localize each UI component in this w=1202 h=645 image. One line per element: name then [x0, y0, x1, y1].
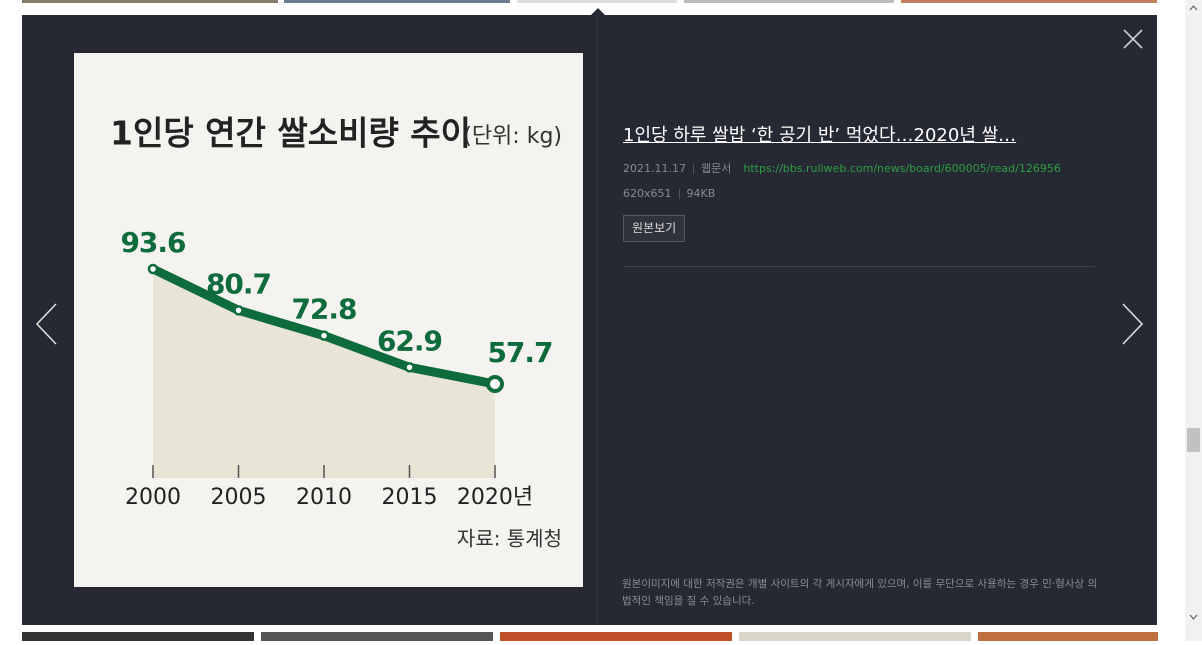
- chart-title: 1인당 연간 쌀소비량 추이: [110, 114, 471, 153]
- thumbnail[interactable]: [517, 0, 677, 3]
- thumbnail[interactable]: [261, 632, 493, 641]
- point: [147, 263, 159, 275]
- date: 2021.11.17: [623, 162, 686, 175]
- chart-source: 자료: 통계청: [457, 527, 562, 551]
- point: [404, 362, 415, 373]
- close-button[interactable]: [1122, 28, 1144, 50]
- x-tick-label: 2000: [125, 485, 181, 510]
- end-point: [486, 375, 504, 393]
- meta-line: 2021.11.17 웹문서 https://bbs.ruliweb.com/new…: [623, 160, 1061, 176]
- data-label: 72.8: [291, 293, 356, 326]
- thumbnail[interactable]: [901, 0, 1157, 3]
- scrollbar[interactable]: [1185, 0, 1202, 641]
- scrollbar-parts: [1187, 5, 1200, 620]
- thumbnail[interactable]: [284, 0, 510, 3]
- separator: [623, 266, 1095, 267]
- divider: [597, 15, 598, 625]
- scroll-thumb[interactable]: [1187, 428, 1200, 452]
- thumbnail[interactable]: [978, 632, 1158, 641]
- result-title[interactable]: 1인당 하루 쌀밥 ‘한 공기 반’ 먹었다…2020년 쌀…: [623, 125, 1017, 146]
- file-size: 94KB: [686, 187, 716, 200]
- x-tick-label: 2020년: [457, 485, 533, 510]
- data-label: 62.9: [377, 324, 442, 357]
- x-tick-label: 2010: [296, 485, 352, 510]
- dimensions: 620x651: [623, 187, 672, 200]
- copyright-notice: 원본이미지에 대한 저작권은 개별 사이트의 각 게시자에게 있으며, 이를 무…: [622, 578, 1098, 607]
- x-tick-label: 2005: [211, 485, 267, 510]
- image-viewer: 1인당 연간 쌀소비량 추이 (단위: kg) 자료: 통계청 2000 93.6…: [22, 8, 1157, 625]
- area: [153, 269, 495, 478]
- thumbnail[interactable]: [22, 632, 254, 641]
- next-button[interactable]: [1119, 302, 1145, 346]
- point: [318, 330, 330, 341]
- data-label: 93.6: [120, 226, 185, 259]
- chart-subtitle: (단위: kg): [463, 124, 562, 149]
- pointer: [591, 8, 605, 15]
- thumbnail[interactable]: [684, 0, 894, 3]
- thumbnail[interactable]: [22, 0, 278, 3]
- chart-image: 1인당 연간 쌀소비량 추이 (단위: kg) 자료: 통계청 2000 93.6…: [74, 53, 583, 587]
- original-button[interactable]: 원본보기: [623, 215, 686, 242]
- thumbnail[interactable]: [500, 632, 732, 641]
- thumbnail[interactable]: [739, 632, 971, 641]
- data-label: 57.7: [487, 336, 552, 369]
- point: [233, 305, 244, 316]
- source-url[interactable]: https://bbs.ruliweb.com/news/board/60000…: [743, 162, 1061, 175]
- data-label: 80.7: [206, 267, 271, 300]
- x-tick-label: 2015: [382, 485, 438, 510]
- previous-button[interactable]: [34, 302, 60, 346]
- file-info: 620x651 94KB: [623, 187, 715, 200]
- source-kind: 웹문서: [700, 162, 732, 175]
